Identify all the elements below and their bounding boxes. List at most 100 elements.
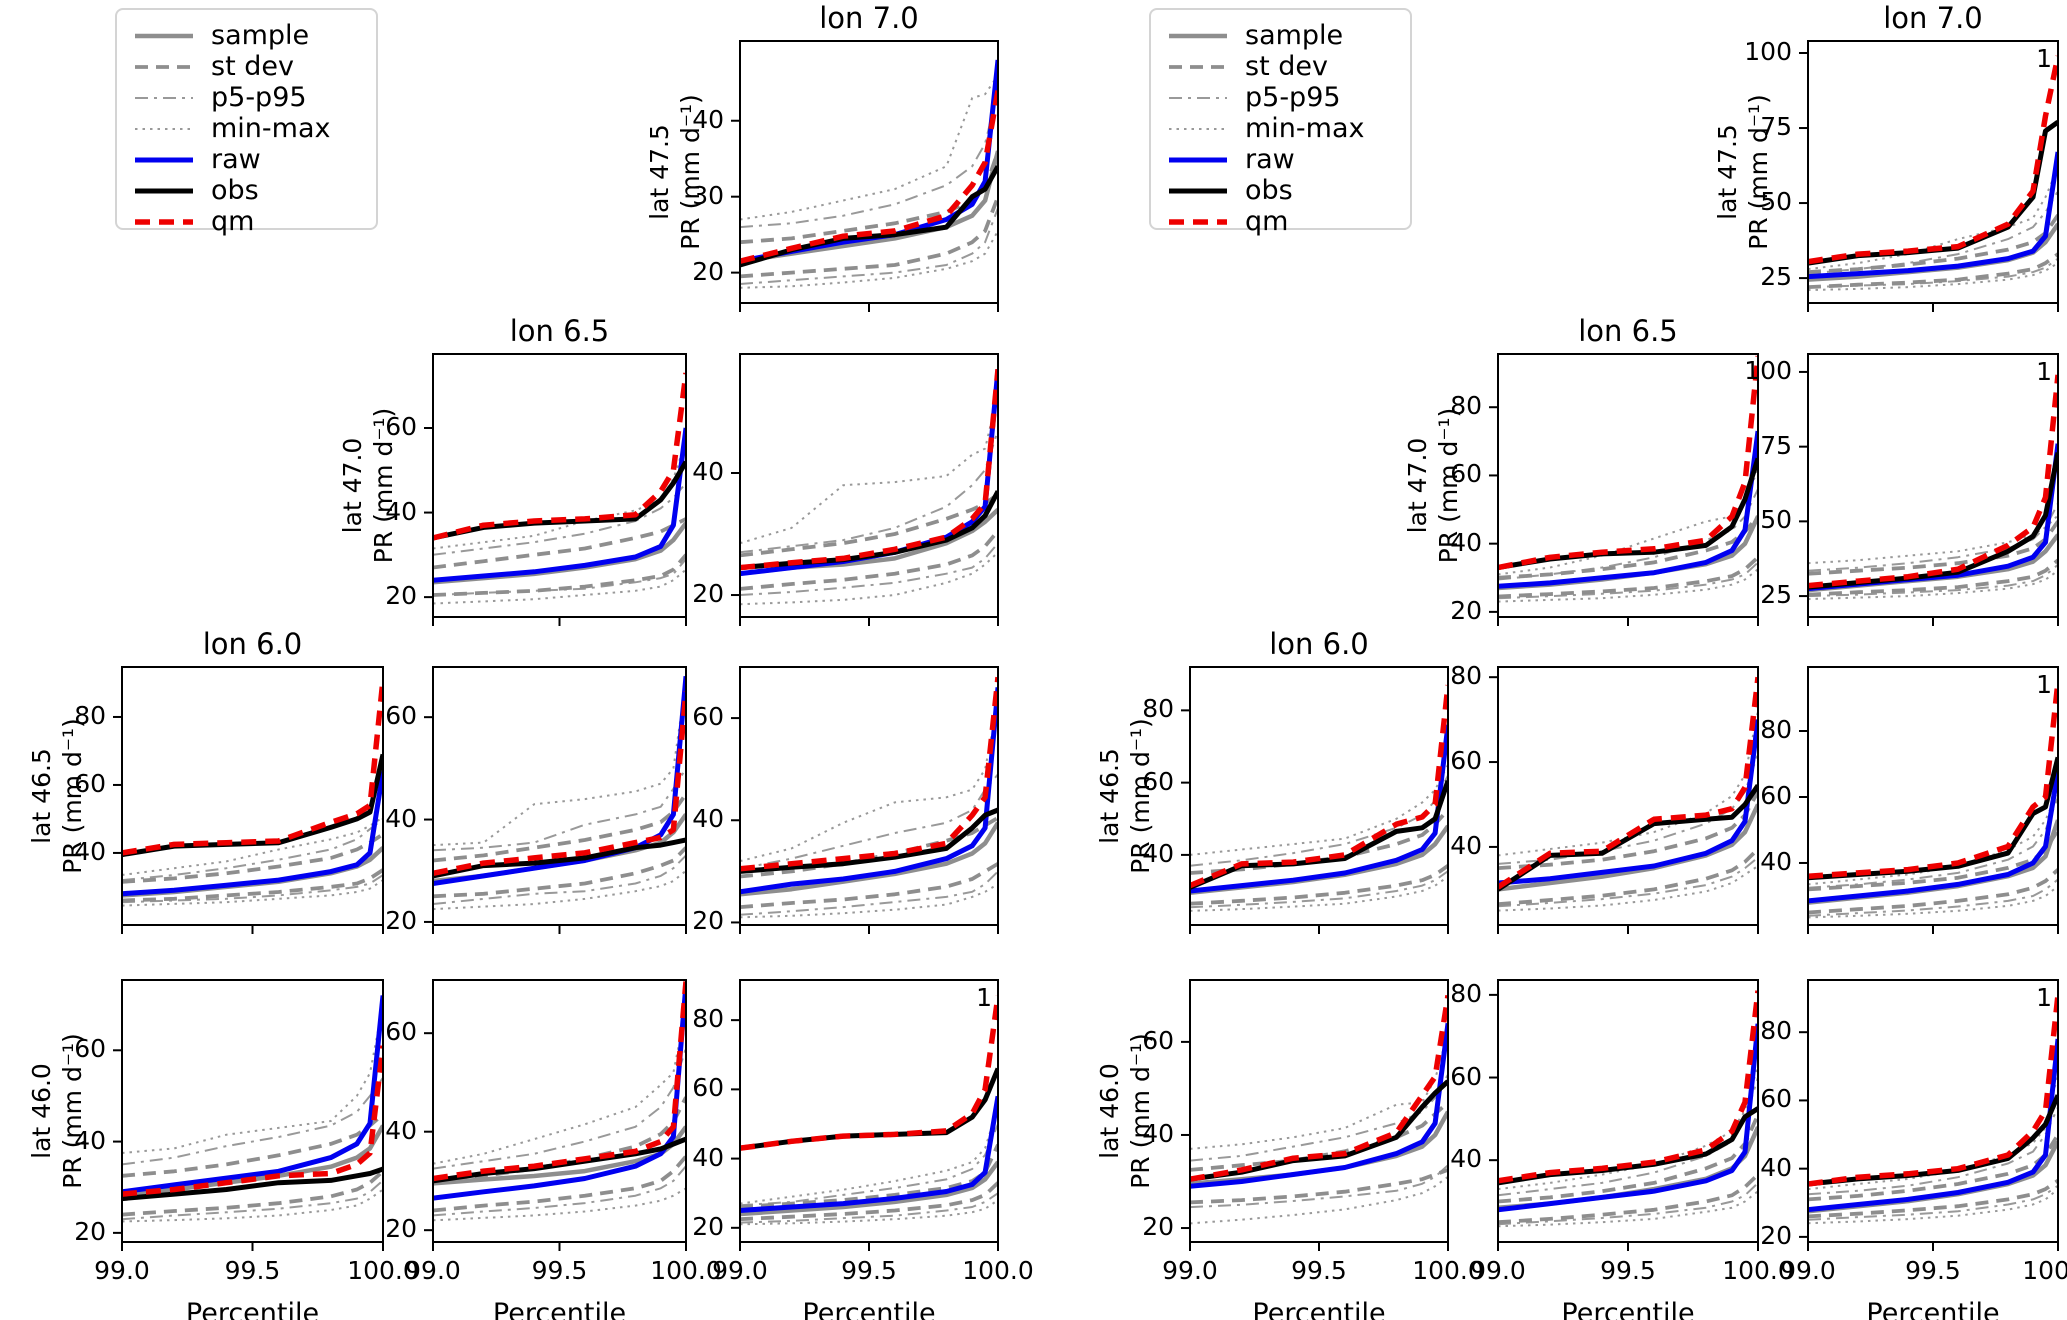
legend-item-raw: raw: [1169, 144, 1392, 175]
legend-item-minmax: min-max: [135, 113, 358, 144]
series-qm-line: [1808, 994, 2058, 1187]
subplot-lat46.0-lon6.0-left: [113, 979, 384, 1251]
legend-item-obs: obs: [1169, 175, 1392, 206]
x-tick-label: 100.0: [2022, 1256, 2067, 1285]
series-obs-line: [1190, 1079, 1448, 1182]
series-raw-line: [1808, 770, 2058, 904]
legend-swatch-sample: [1169, 33, 1227, 38]
series-p5p95_lo-line: [1808, 563, 2058, 598]
subplot-lat47.0-lon6.5-right: [1489, 353, 1759, 626]
y-tick-label: 60: [692, 702, 724, 732]
series-qm-line: [740, 995, 998, 1151]
series-minmax_hi-line: [740, 74, 998, 221]
y-tick-label: 100: [1744, 37, 1792, 66]
subplot-lat46.5-lon6.0-left: [113, 666, 384, 934]
y-tick-label: 60: [385, 411, 417, 441]
y-tick-label: 75: [1760, 430, 1792, 460]
subplot-lat46.5-lon7.0-left: [731, 666, 999, 934]
y-tick-label: 80: [1450, 391, 1482, 421]
series-raw-line: [1498, 719, 1758, 886]
subplot-lat46.0-lon6.5-right: [1489, 979, 1759, 1251]
y-tick-label: 80: [692, 1004, 724, 1034]
x-tick-label: 99.5: [224, 1256, 281, 1285]
corner-annotation: 1: [2036, 44, 2052, 73]
y-tick-label: 60: [74, 1034, 106, 1064]
subplot-lat46.5-lon6.5-right: [1489, 666, 1759, 934]
y-tick-label: 40: [74, 836, 106, 866]
legend-swatch-stdev: [1169, 64, 1227, 69]
legend-label: sample: [1245, 20, 1344, 51]
subplot-title: lon 7.0: [819, 1, 919, 35]
legend-swatch-raw: [1169, 157, 1227, 162]
series-minmax_lo-line: [1190, 1175, 1448, 1225]
y-tick-label: 50: [1760, 505, 1792, 535]
series-p5p95_hi-line: [1808, 190, 2058, 275]
series-raw-line: [122, 995, 383, 1195]
series-stdev_lo-line: [1808, 252, 2058, 289]
series-minmax_lo-line: [1498, 568, 1758, 603]
series-p5p95_lo-line: [433, 854, 686, 905]
series-minmax_lo-line: [1190, 875, 1448, 912]
series-sample-line: [740, 821, 998, 897]
series-qm-line: [1808, 681, 2058, 879]
legend-swatch-p5p95: [135, 96, 193, 99]
y-tick-label: 20: [74, 1216, 106, 1246]
series-stdev_lo-line: [1808, 868, 2058, 915]
series-obs-line: [1190, 779, 1448, 890]
series-raw-line: [740, 369, 998, 577]
subplot-title: lon 6.5: [1578, 314, 1678, 348]
x-axis-label: Percentile: [185, 1298, 320, 1320]
series-qm-line: [1190, 994, 1448, 1182]
series-p5p95_hi-line: [433, 767, 686, 852]
series-raw-line: [1808, 1038, 2058, 1213]
subplot-lat46.0-lon6.5-left: [424, 979, 687, 1251]
legend-swatch-obs: [135, 188, 193, 193]
subplot-lat47.5-lon7.0-left: [731, 40, 999, 312]
subplot-lat47.0-lon7.0-left: [731, 353, 999, 626]
series-stdev_hi-line: [1190, 1100, 1448, 1172]
legend-swatch-p5p95: [1169, 96, 1227, 99]
legend-label: min-max: [211, 113, 331, 144]
y-axis-label: lat 47.0 PR (mm d⁻¹): [338, 407, 398, 564]
series-raw-line: [1190, 1022, 1448, 1189]
y-tick-label: 20: [1142, 1212, 1174, 1242]
y-tick-label: 20: [1760, 1220, 1792, 1250]
series-obs-line: [433, 837, 686, 879]
series-p5p95_lo-line: [122, 1179, 383, 1221]
subplot-lat47.5-lon7.0-right: [1799, 40, 2059, 312]
legend-label: p5-p95: [1245, 82, 1341, 113]
legend-label: p5-p95: [211, 82, 307, 113]
y-axis-label: lat 46.0 PR (mm d⁻¹): [27, 1033, 87, 1189]
y-tick-label: 40: [1450, 527, 1482, 557]
y-tick-label: 40: [1760, 1152, 1792, 1182]
series-p5p95_lo-line: [433, 558, 686, 596]
y-tick-label: 60: [1142, 766, 1174, 796]
y-tick-label: 40: [385, 803, 417, 833]
axes-frame: [432, 979, 687, 1243]
corner-annotation: 1: [2036, 670, 2052, 699]
subplot-lat46.0-lon7.0-left: [731, 979, 999, 1251]
series-p5p95_hi-line: [740, 90, 998, 229]
subplot-title: lon 6.0: [202, 627, 303, 661]
series-p5p95_hi-line: [740, 1123, 998, 1207]
series-stdev_lo-line: [433, 553, 686, 597]
series-stdev_lo-line: [1808, 558, 2058, 597]
series-stdev_hi-line: [1498, 1113, 1758, 1204]
y-tick-label: 60: [385, 701, 417, 731]
legend-item-p5p95: p5-p95: [135, 82, 358, 113]
series-minmax_lo-line: [1498, 1190, 1758, 1228]
series-raw-line: [740, 687, 998, 895]
y-tick-label: 20: [692, 906, 724, 936]
series-raw-line: [122, 771, 383, 897]
series-p5p95_hi-line: [1498, 488, 1758, 581]
x-tick-label: 100.0: [1412, 1256, 1484, 1285]
series-minmax_lo-line: [122, 879, 383, 907]
series-obs-line: [1808, 119, 2058, 266]
legend-item-qm: qm: [135, 206, 358, 237]
y-tick-label: 50: [1760, 187, 1792, 217]
series-p5p95_lo-line: [740, 870, 998, 916]
series-obs-line: [1808, 756, 2058, 881]
x-tick-label: 99.5: [1291, 1256, 1347, 1285]
series-minmax_lo-line: [740, 551, 998, 606]
series-p5p95_lo-line: [1190, 870, 1448, 909]
